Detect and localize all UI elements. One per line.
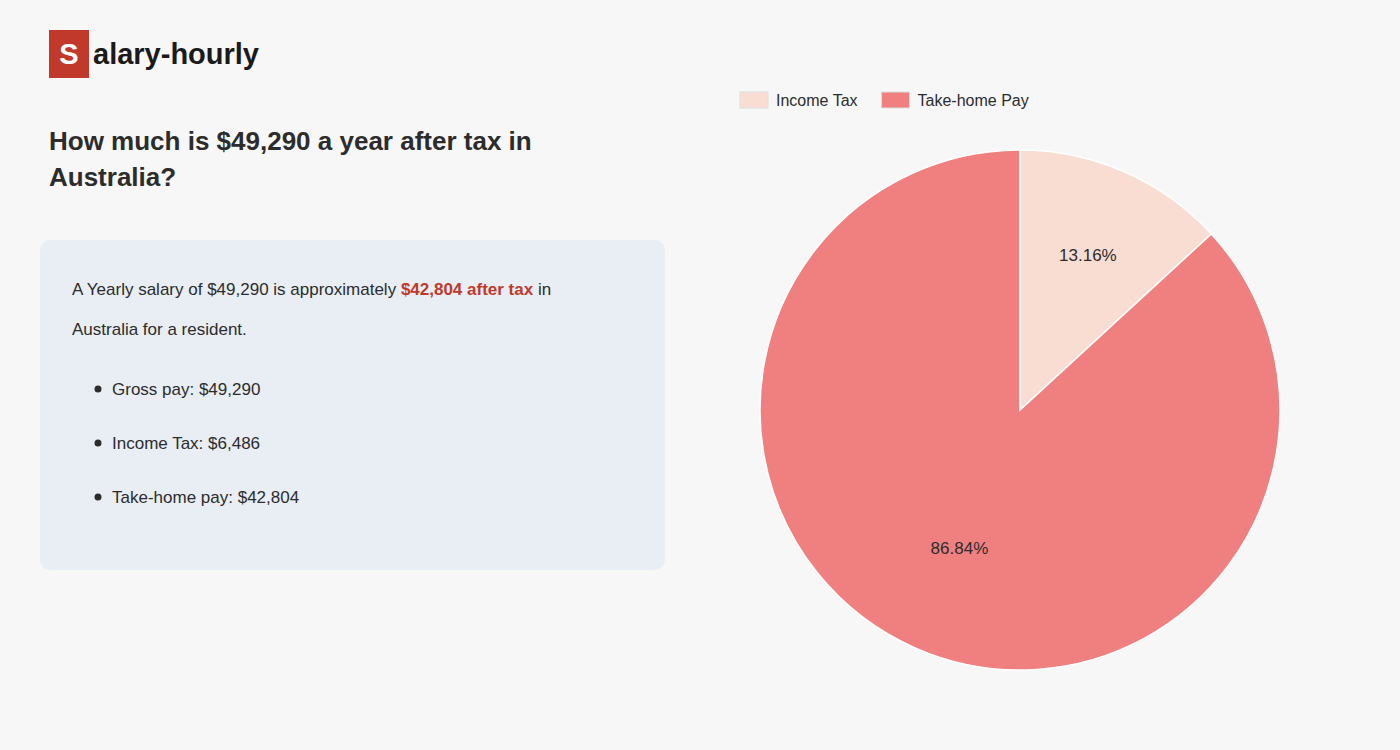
bullet: [95, 440, 102, 447]
pie-slice: [760, 150, 1280, 670]
pie: [760, 150, 1280, 670]
data-label: 86.84%: [931, 539, 989, 558]
summary-text: in: [533, 280, 551, 299]
title: How much is $49,290 a year after tax inA…: [49, 126, 532, 192]
legend-label: Income Tax: [776, 92, 858, 109]
summary-line: Australia for a resident.: [72, 320, 247, 339]
summary-text: A Yearly salary of $49,290 is approximat…: [72, 280, 401, 299]
bullet-item: Income Tax: $6,486: [112, 434, 260, 453]
legend-swatch: [740, 92, 768, 108]
data-labels: 13.16% 86.84%: [931, 246, 1117, 558]
bullet: [95, 386, 102, 393]
info-box: [40, 240, 665, 570]
bullet-item: Gross pay: $49,290: [112, 380, 260, 399]
bullet: [95, 494, 102, 501]
legend-label: Take-home Pay: [918, 92, 1029, 109]
legend-swatch: [882, 92, 910, 108]
background: [0, 0, 1400, 750]
logo-box: [49, 30, 89, 78]
logo-text: alary-hourly: [93, 38, 259, 70]
legend-item: Income Tax: [740, 92, 858, 109]
logo-letter: S: [59, 38, 78, 70]
chart: Salary-hourly How much is $49,290 a year …: [0, 0, 1400, 750]
legend-item: Take-home Pay: [882, 92, 1029, 109]
data-label: 13.16%: [1059, 246, 1117, 265]
summary-highlight: $42,804 after tax: [401, 280, 534, 299]
summary-line: A Yearly salary of $49,290 is approximat…: [72, 280, 551, 299]
bullet-item: Take-home pay: $42,804: [112, 488, 299, 507]
legend: Income Tax Take-home Pay: [740, 92, 1029, 109]
